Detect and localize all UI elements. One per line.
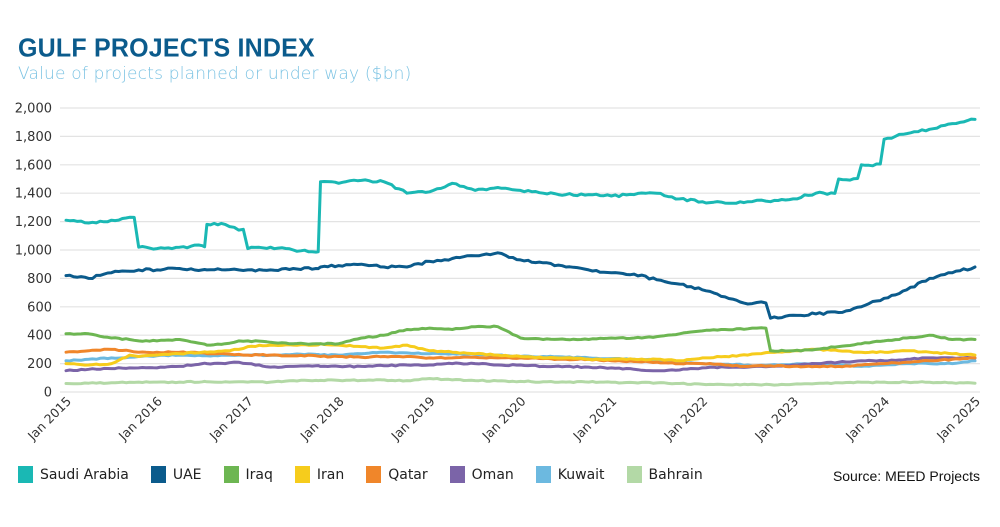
- y-tick-label: 600: [27, 300, 52, 315]
- legend-swatch: [18, 466, 33, 483]
- chart-subtitle: Value of projects planned or under way (…: [18, 64, 412, 84]
- legend-label: Qatar: [388, 466, 428, 483]
- x-tick-label: Jan 2020: [478, 393, 528, 443]
- x-tick-label: Jan 2015: [24, 394, 74, 444]
- legend-label: Iraq: [245, 466, 273, 483]
- legend: Saudi Arabia UAE Iraq Iran Qatar Oman Kuwait Ba…: [18, 466, 725, 483]
- x-tick-label: Jan 2025: [933, 394, 983, 444]
- legend-item-oman: Oman: [449, 466, 514, 483]
- x-tick-label: Jan 2023: [751, 394, 801, 444]
- x-tick-label: Jan 2021: [569, 394, 619, 444]
- legend-item-uae: UAE: [150, 466, 202, 483]
- y-tick-label: 0: [44, 386, 52, 401]
- series-lines: [64, 117, 977, 387]
- legend-swatch: [223, 466, 239, 483]
- y-tick-label: 1,400: [15, 187, 52, 202]
- legend-item-kuwait: Kuwait: [535, 466, 605, 483]
- legend-item-bahrain: Bahrain: [626, 466, 703, 483]
- y-tick-label: 2,000: [15, 102, 52, 117]
- legend-label: UAE: [172, 466, 202, 483]
- y-tick-label: 1,600: [15, 158, 52, 173]
- series-line-qatar: [64, 347, 977, 369]
- series-line-oman: [64, 356, 977, 373]
- gridlines: [60, 107, 980, 393]
- y-tick-label: 200: [27, 357, 52, 372]
- legend-label: Iran: [316, 466, 345, 483]
- legend-label: Oman: [471, 466, 514, 483]
- legend-item-iran: Iran: [294, 466, 345, 483]
- x-tick-label: Jan 2017: [206, 394, 256, 444]
- legend-swatch: [535, 466, 551, 483]
- legend-item-iraq: Iraq: [223, 466, 273, 483]
- y-tick-label: 1,200: [15, 215, 52, 230]
- legend-item-qatar: Qatar: [366, 466, 428, 483]
- x-axis-ticks: Jan 2015 Jan 2016 Jan 2017 Jan 2018 Jan 2019…: [24, 393, 983, 443]
- x-tick-label: Jan 2019: [387, 393, 437, 443]
- legend-swatch: [449, 466, 465, 483]
- legend-swatch: [150, 466, 166, 483]
- legend-swatch: [626, 466, 642, 483]
- x-tick-label: Jan 2024: [842, 393, 892, 443]
- y-tick-label: 400: [27, 329, 52, 344]
- series-line-saudi-arabia: [64, 117, 977, 254]
- legend-label: Bahrain: [648, 466, 703, 483]
- y-tick-label: 1,800: [15, 130, 52, 145]
- y-tick-label: 800: [27, 272, 52, 287]
- series-line-uae: [64, 251, 977, 320]
- chart-title: GULF PROJECTS INDEX: [18, 33, 315, 63]
- series-line-bahrain: [64, 377, 977, 387]
- series-line-iran: [64, 342, 977, 367]
- legend-item-saudi-arabia: Saudi Arabia: [18, 466, 129, 483]
- legend-label: Saudi Arabia: [40, 466, 129, 483]
- legend-label: Kuwait: [557, 466, 605, 483]
- x-tick-label: Jan 2022: [660, 394, 710, 444]
- x-tick-label: Jan 2016: [115, 393, 165, 443]
- series-line-iraq: [64, 324, 977, 353]
- source-note: Source: MEED Projects: [832, 468, 980, 484]
- x-tick-label: Jan 2018: [297, 393, 347, 443]
- legend-swatch: [366, 466, 382, 483]
- y-axis-ticks: 0 200 400 600 800 1,000 1,200 1,400 1,600 1,800 2,…: [15, 102, 52, 401]
- y-tick-label: 1,000: [15, 244, 52, 259]
- legend-swatch: [294, 466, 310, 483]
